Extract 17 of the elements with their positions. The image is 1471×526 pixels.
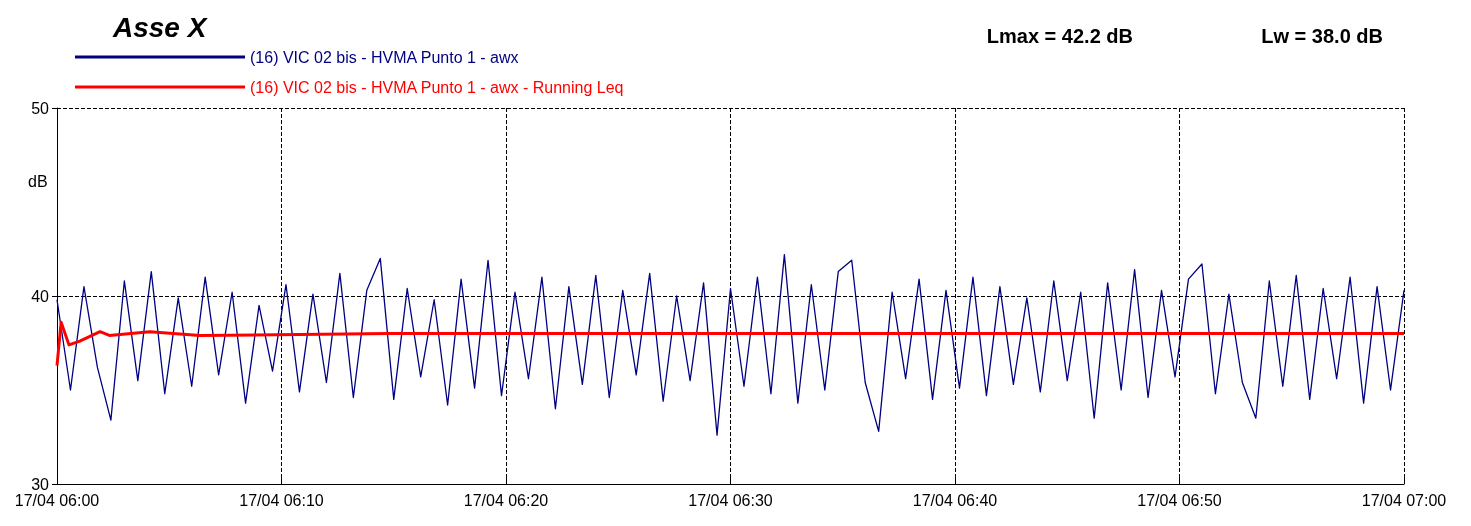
x-tick-label: 17/04 06:00 [14, 491, 100, 509]
x-tick-label: 17/04 07:00 [1361, 491, 1447, 509]
x-tick-label: 17/04 06:20 [463, 491, 549, 509]
y-tick-label: 30 [31, 475, 50, 493]
text: Lmax = 42.2 dB [986, 25, 1134, 47]
x-tick-label: 17/04 06:50 [1137, 491, 1222, 509]
text: Lw = 38.0 dB [1261, 25, 1384, 47]
y-tick-label: 40 [31, 287, 50, 305]
x-tick-label: 17/04 06:40 [912, 491, 998, 509]
chart-title: Asse X [112, 11, 209, 43]
text: (16) VIC 02 bis - HVMA Punto 1 - awx - Running Leq [250, 78, 624, 96]
line-series [56, 253, 1405, 436]
y-tick-label: 50 [31, 99, 50, 117]
x-tick-label: 17/04 06:30 [688, 491, 773, 509]
text: (16) VIC 02 bis - HVMA Punto 1 - awx [250, 48, 519, 66]
y-axis-title: dB [28, 172, 48, 190]
x-tick-label: 17/04 06:10 [239, 491, 324, 509]
